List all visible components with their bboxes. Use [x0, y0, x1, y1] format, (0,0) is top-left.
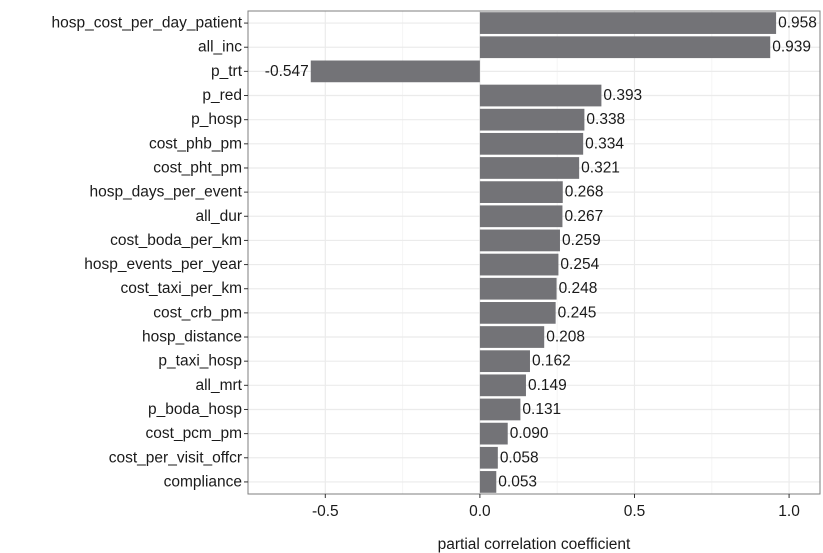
x-axis-layer: -0.5 0.0 0.5 1.0 [312, 494, 800, 520]
y-tick-label-hosp_events_per_year: hosp_events_per_year [84, 256, 242, 273]
x-tick-label: -0.5 [312, 503, 339, 520]
y-tick-label-p_taxi_hosp: p_taxi_hosp [158, 353, 242, 370]
bar-all_mrt [479, 374, 526, 397]
bar-cost_per_visit_offcr [479, 446, 498, 469]
y-tick-label-hosp_cost_per_day_patient: hosp_cost_per_day_patient [52, 15, 243, 32]
bar-cost_crb_pm [479, 302, 556, 324]
value-label-p_hosp: 0.338 [586, 111, 625, 128]
bar-all_dur [479, 205, 563, 228]
bars-layer [310, 12, 777, 493]
bar-hosp_cost_per_day_patient [479, 12, 777, 34]
bar-p_boda_hosp [479, 398, 521, 421]
y-tick-label-cost_taxi_per_km: cost_taxi_per_km [121, 280, 242, 297]
y-tick-label-hosp_distance: hosp_distance [142, 329, 242, 346]
panel-border [247, 10, 821, 495]
bar-compliance [479, 471, 497, 493]
value-label-compliance: 0.053 [498, 473, 537, 490]
value-label-hosp_cost_per_day_patient: 0.958 [778, 15, 817, 32]
value-label-p_boda_hosp: 0.131 [522, 401, 561, 418]
x-tick-label: 0.5 [624, 503, 646, 520]
x-tick-label: 1.0 [778, 503, 800, 520]
value-label-hosp_distance: 0.208 [546, 329, 585, 346]
bar-cost_taxi_per_km [479, 277, 557, 300]
y-tick-label-p_boda_hosp: p_boda_hosp [148, 401, 242, 418]
bar-all_inc [479, 36, 771, 59]
bar-cost_pcm_pm [479, 422, 508, 445]
x-tick-label: 0.0 [469, 503, 491, 520]
y-tick-label-p_hosp: p_hosp [191, 111, 242, 128]
y-tick-label-all_dur: all_dur [195, 208, 242, 225]
grid-layer [247, 11, 820, 494]
bar-p_taxi_hosp [479, 350, 530, 373]
value-label-all_dur: 0.267 [564, 208, 603, 225]
y-tick-label-cost_crb_pm: cost_crb_pm [153, 304, 242, 321]
bar-hosp_events_per_year [479, 253, 559, 276]
value-label-cost_taxi_per_km: 0.248 [559, 280, 598, 297]
bar-p_hosp [479, 108, 585, 131]
value-label-all_inc: 0.939 [772, 39, 811, 56]
y-tick-label-cost_per_visit_offcr: cost_per_visit_offcr [109, 449, 242, 466]
bar-cost_pht_pm [479, 157, 580, 179]
bar-hosp_days_per_event [479, 181, 563, 203]
value-label-p_trt: -0.547 [265, 63, 309, 80]
value-label-p_taxi_hosp: 0.162 [532, 353, 571, 370]
value-label-cost_per_visit_offcr: 0.058 [500, 449, 539, 466]
value-labels-layer: 0.958 0.939 -0.547 0.393 0.338 0.334 0.321 0.26… [265, 15, 817, 491]
value-label-cost_crb_pm: 0.245 [558, 304, 597, 321]
value-label-hosp_days_per_event: 0.268 [565, 184, 604, 201]
bar-cost_boda_per_km [479, 229, 560, 252]
y-axis-layer: hosp_cost_per_day_patient all_inc p_trt p_r… [52, 15, 248, 490]
bar-p_trt [310, 60, 480, 83]
y-tick-label-all_mrt: all_mrt [195, 377, 242, 394]
y-tick-label-all_inc: all_inc [198, 39, 242, 56]
y-tick-label-cost_boda_per_km: cost_boda_per_km [110, 232, 242, 249]
value-label-p_red: 0.393 [603, 87, 642, 104]
y-tick-label-cost_pcm_pm: cost_pcm_pm [146, 425, 242, 442]
bar-hosp_distance [479, 326, 545, 348]
y-tick-label-p_red: p_red [202, 87, 242, 104]
x-axis-title: partial correlation coefficient [438, 536, 631, 553]
y-tick-label-p_trt: p_trt [211, 63, 243, 80]
value-label-hosp_events_per_year: 0.254 [560, 256, 599, 273]
bar-p_red [479, 84, 602, 107]
value-label-cost_phb_pm: 0.334 [585, 135, 624, 152]
y-tick-label-cost_pht_pm: cost_pht_pm [153, 159, 242, 176]
value-label-cost_boda_per_km: 0.259 [562, 232, 601, 249]
y-tick-label-cost_phb_pm: cost_phb_pm [149, 135, 242, 152]
y-tick-label-hosp_days_per_event: hosp_days_per_event [89, 184, 242, 201]
value-label-all_mrt: 0.149 [528, 377, 567, 394]
value-label-cost_pcm_pm: 0.090 [510, 425, 549, 442]
y-tick-label-compliance: compliance [164, 473, 242, 490]
bar-cost_phb_pm [479, 132, 584, 155]
value-label-cost_pht_pm: 0.321 [581, 159, 620, 176]
